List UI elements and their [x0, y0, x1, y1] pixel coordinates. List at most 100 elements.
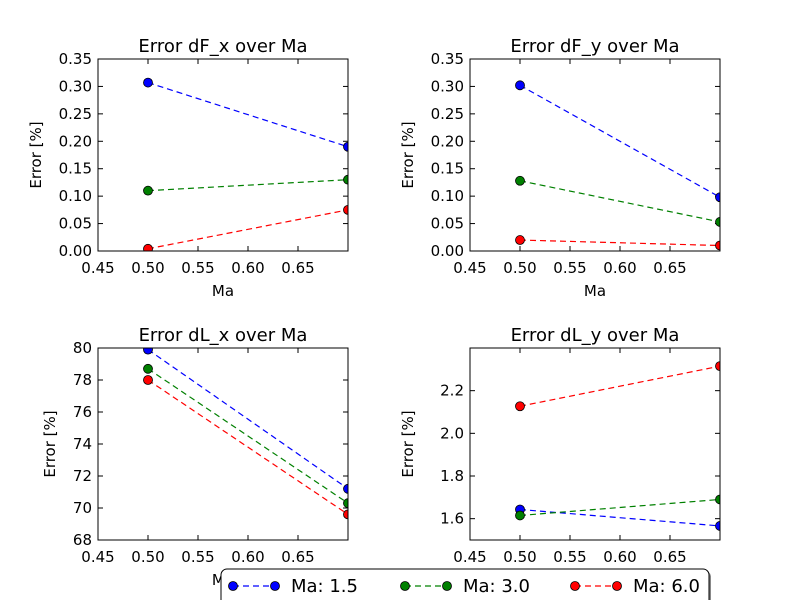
- legend-marker: [442, 581, 452, 591]
- subplot-title: Error dF_y over Ma: [510, 36, 679, 57]
- y-tick-label: 0.35: [59, 50, 92, 68]
- series-markers: [143, 77, 348, 152]
- x-tick-label: 0.60: [231, 548, 264, 566]
- series-markers: [515, 361, 720, 412]
- series-markers: [143, 174, 348, 196]
- y-tick-label: 1.6: [440, 510, 464, 528]
- subplot-title: Error dF_x over Ma: [138, 36, 307, 57]
- data-point: [715, 521, 720, 531]
- subplot-3: 0.45 0.50 0.55 0.60 0.65 68 70 72 74 76 78 80 Error …: [41, 325, 349, 589]
- y-tick-label: 74: [73, 435, 92, 453]
- data-point: [515, 80, 525, 91]
- series-line: [519, 239, 721, 247]
- subplot-1: 0.45 0.50 0.55 0.60 0.65 0.00 0.05 0.10 0.15 0.20…: [27, 36, 349, 300]
- series-markers: [143, 363, 348, 509]
- data-point: [715, 361, 720, 372]
- y-tick-label: 0.05: [431, 215, 464, 233]
- data-point: [343, 174, 348, 185]
- x-tick-label: 0.60: [231, 259, 264, 277]
- data-point: [515, 235, 525, 245]
- y-tick-label: 0.35: [431, 50, 464, 68]
- subplot-2: 0.45 0.50 0.55 0.60 0.65 0.00 0.05 0.10 0.15 0.20…: [399, 36, 721, 300]
- data-point: [715, 217, 720, 227]
- x-tick-label: 0.45: [81, 548, 114, 566]
- x-tick-label: 0.55: [553, 259, 586, 277]
- data-point: [143, 348, 153, 355]
- series-markers: [143, 348, 348, 494]
- series-markers: [143, 375, 348, 520]
- legend-marker: [612, 581, 622, 591]
- x-tick-label: 0.65: [281, 548, 314, 566]
- x-tick-label: 0.45: [453, 259, 486, 277]
- y-tick-label: 70: [73, 499, 92, 517]
- legend-box: [220, 568, 710, 600]
- data-point: [343, 483, 348, 494]
- series-line: [147, 379, 349, 515]
- series-markers: [515, 235, 720, 251]
- series-line: [519, 365, 721, 407]
- legend-entry: Ma: 3.0: [400, 576, 530, 597]
- series-line: [147, 209, 349, 250]
- y-tick-label: 0.25: [59, 105, 92, 123]
- series-line: [147, 179, 349, 192]
- x-tick-label: 0.45: [453, 548, 486, 566]
- axes-frame: [97, 58, 349, 252]
- legend-entry: Ma: 1.5: [228, 576, 358, 597]
- x-tick-label: 0.55: [181, 548, 214, 566]
- x-tick-label: 0.50: [503, 548, 536, 566]
- plot-area: [470, 59, 720, 251]
- legend: Ma: 1.5 Ma: 3.0 Ma: 6.0: [220, 568, 711, 600]
- axes-frame: [97, 347, 349, 541]
- axes-frame: [469, 58, 721, 252]
- legend-marker: [270, 581, 280, 591]
- series-markers: [143, 204, 348, 251]
- series-markers: [515, 175, 720, 227]
- y-tick-label: 78: [73, 371, 92, 389]
- plot-area: [470, 348, 720, 540]
- y-tick-label: 72: [73, 467, 92, 485]
- series-line: [519, 84, 721, 198]
- legend-label: Ma: 1.5: [291, 576, 358, 597]
- data-point: [343, 498, 348, 509]
- x-tick-label: 0.65: [653, 548, 686, 566]
- legend-marker: [228, 581, 238, 591]
- x-tick-label: 0.45: [81, 259, 114, 277]
- data-point: [343, 141, 348, 152]
- legend-marker: [400, 581, 410, 591]
- data-point: [143, 185, 153, 196]
- y-tick-label: 0.00: [431, 242, 464, 260]
- y-tick-label: 0.30: [431, 77, 464, 95]
- x-tick-label: 0.55: [553, 548, 586, 566]
- y-tick-label: 1.8: [440, 467, 464, 485]
- legend-entry: Ma: 6.0: [570, 576, 700, 597]
- y-tick-label: 80: [73, 339, 92, 357]
- legend-label: Ma: 3.0: [463, 576, 530, 597]
- series-markers: [515, 494, 720, 521]
- y-tick-label: 0.05: [59, 215, 92, 233]
- series-line: [147, 82, 349, 148]
- y-tick-label: 0.25: [431, 105, 464, 123]
- y-tick-label: 0.15: [431, 160, 464, 178]
- data-point: [343, 204, 348, 215]
- y-axis-label: Error [%]: [399, 410, 417, 477]
- y-axis-label: Error [%]: [399, 121, 417, 188]
- data-point: [715, 240, 720, 251]
- y-tick-label: 0.30: [59, 77, 92, 95]
- data-point: [715, 192, 720, 203]
- y-axis-label: Error [%]: [41, 410, 59, 477]
- y-tick-label: 68: [73, 531, 92, 549]
- x-tick-label: 0.50: [131, 259, 164, 277]
- plot-area: [98, 348, 348, 540]
- data-point: [515, 401, 525, 412]
- y-tick-label: 76: [73, 403, 92, 421]
- data-point: [715, 494, 720, 505]
- x-tick-label: 0.60: [603, 548, 636, 566]
- x-axis-label: Ma: [584, 282, 606, 300]
- plot-area: [98, 59, 348, 251]
- data-point: [143, 363, 153, 374]
- legend-label: Ma: 6.0: [633, 576, 700, 597]
- x-tick-label: 0.50: [131, 548, 164, 566]
- y-tick-label: 0.20: [431, 132, 464, 150]
- data-point: [343, 509, 348, 520]
- series-line: [519, 180, 721, 223]
